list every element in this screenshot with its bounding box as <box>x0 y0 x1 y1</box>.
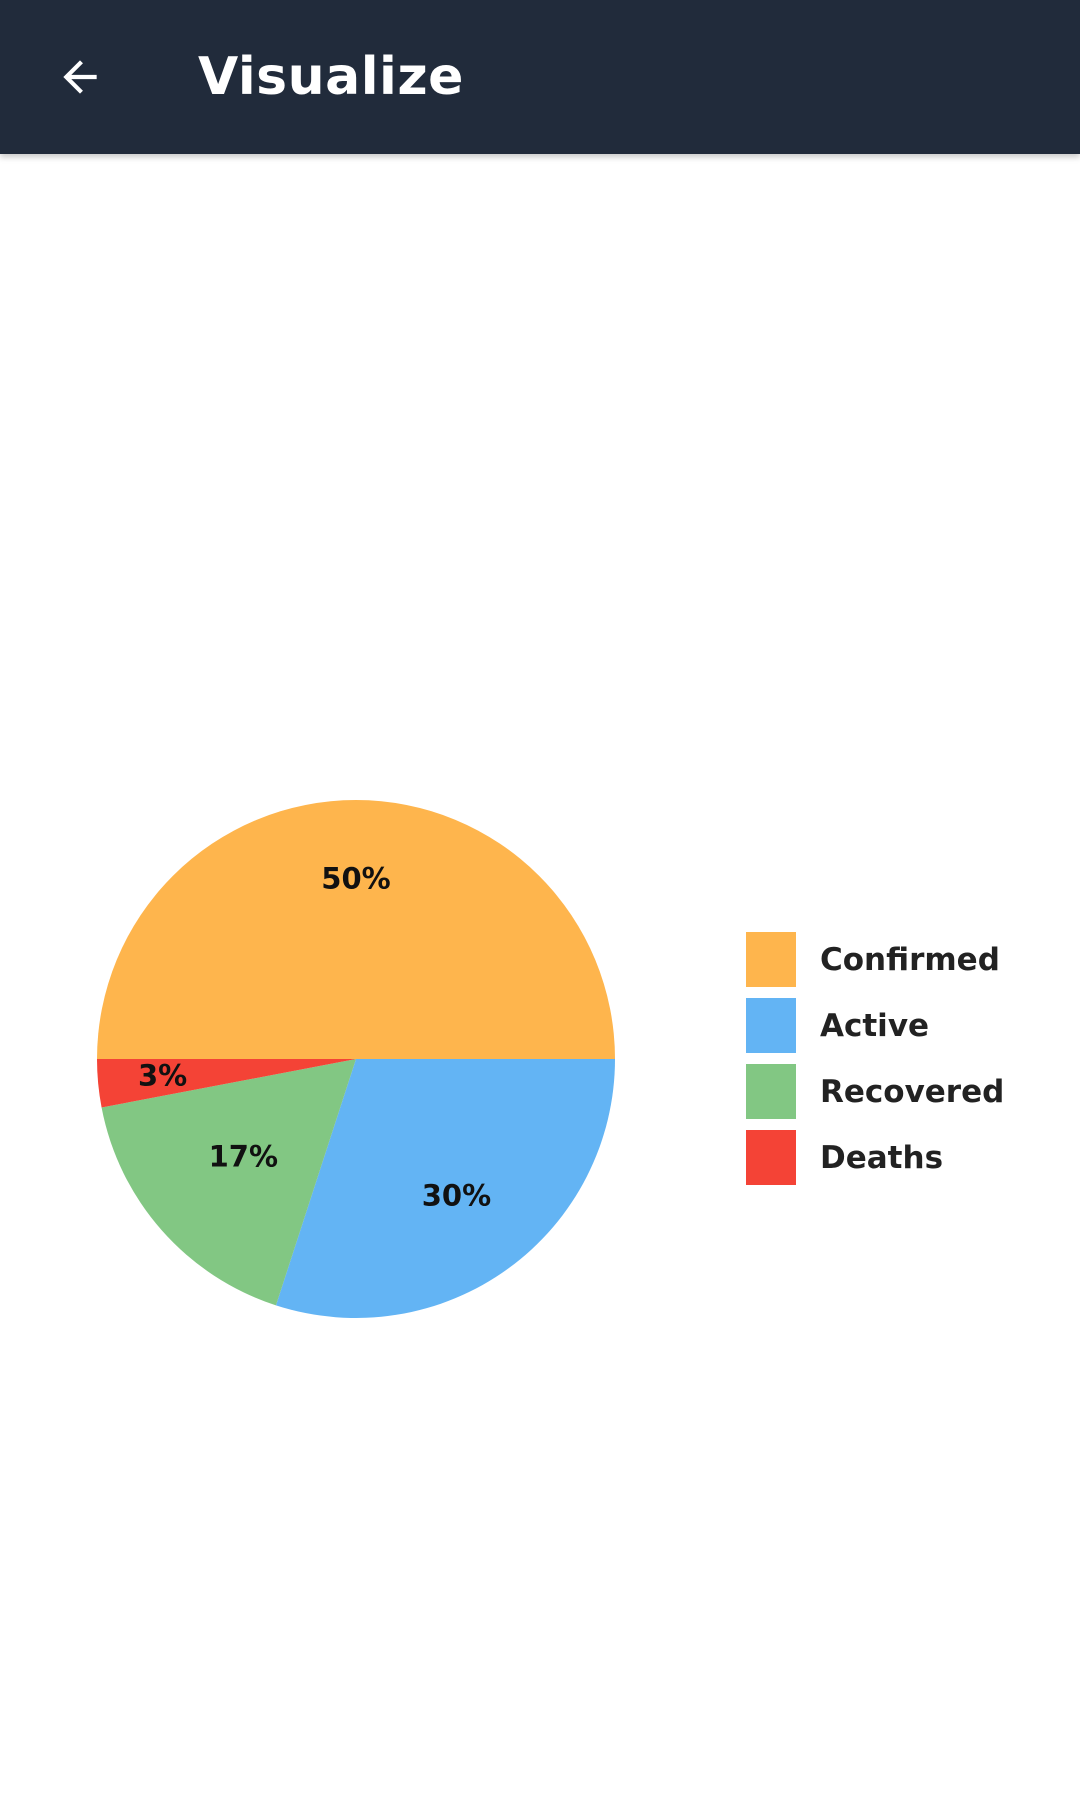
back-button[interactable] <box>40 37 120 117</box>
legend-label-recovered: Recovered <box>820 1073 1005 1110</box>
legend-swatch-recovered <box>746 1064 796 1119</box>
pie-slice-active <box>275 1059 615 1318</box>
pie-chart: 50% 30% 17% 3% <box>97 800 615 1318</box>
chart-area: 50% 30% 17% 3% Confirmed Active Recovered D… <box>0 154 1080 1805</box>
app-bar: Visualize <box>0 0 1080 154</box>
legend-item-active: Active <box>746 998 1004 1053</box>
legend-label-deaths: Deaths <box>820 1139 944 1176</box>
slice-label-recovered: 17% <box>209 1139 278 1173</box>
legend-swatch-active <box>746 998 796 1053</box>
pie-slice-deaths <box>97 1059 356 1108</box>
arrow-back-icon <box>63 60 97 94</box>
legend-item-recovered: Recovered <box>746 1064 1004 1119</box>
legend-label-confirmed: Confirmed <box>820 941 1000 978</box>
slice-label-confirmed: 50% <box>321 861 390 895</box>
page-title: Visualize <box>198 47 464 107</box>
legend-item-deaths: Deaths <box>746 1130 1004 1185</box>
slice-label-deaths: 3% <box>138 1058 187 1092</box>
slice-label-active: 30% <box>422 1178 491 1212</box>
legend-label-active: Active <box>820 1007 930 1044</box>
legend-item-confirmed: Confirmed <box>746 932 1004 987</box>
pie-slice-recovered <box>101 1059 356 1306</box>
pie-slice-confirmed <box>97 800 615 1059</box>
legend-swatch-confirmed <box>746 932 796 987</box>
legend-swatch-deaths <box>746 1130 796 1185</box>
chart-legend: Confirmed Active Recovered Deaths <box>746 932 1004 1196</box>
